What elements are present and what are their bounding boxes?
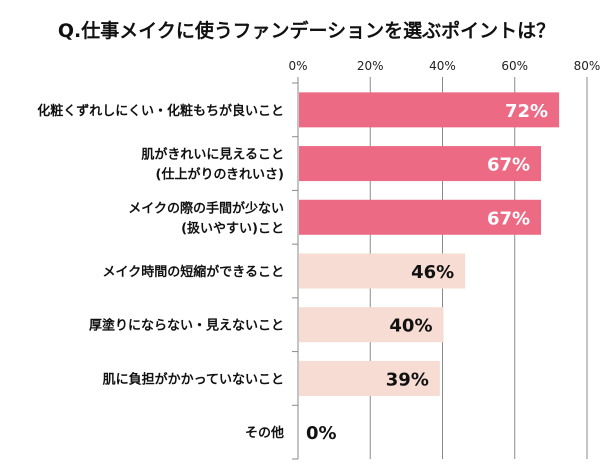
category-label: (扱いやすい)こと — [181, 220, 284, 236]
category-label: (仕上がりのきれいさ) — [156, 167, 285, 183]
x-tick-label: 0% — [288, 59, 307, 73]
data-label: 72% — [505, 101, 548, 122]
data-label: 46% — [411, 262, 454, 283]
category-label: 肌がきれいに見えること — [141, 147, 284, 163]
x-tick-label: 80% — [574, 59, 601, 73]
category-label: メイク時間の短縮ができること — [103, 264, 284, 280]
bar — [299, 360, 440, 396]
bar — [299, 92, 560, 128]
category-label: 化粧くずれしにくい・化粧もちが良いこと — [37, 103, 284, 119]
bar — [299, 307, 444, 343]
x-tick-label: 20% — [357, 59, 384, 73]
category-label: 厚塗りにならない・見えないこと — [89, 318, 284, 334]
data-label: 39% — [386, 369, 429, 390]
bar — [299, 199, 542, 235]
bar — [299, 146, 542, 182]
bar — [299, 253, 466, 289]
category-label: メイクの際の手間が少ない — [128, 200, 284, 216]
data-label: 0% — [306, 423, 337, 444]
x-tick-label: 60% — [501, 59, 528, 73]
data-label: 67% — [487, 208, 530, 229]
data-label: 40% — [389, 316, 432, 337]
category-label: その他 — [245, 425, 284, 441]
chart-title: Q.仕事メイクに使うファンデーションを選ぶポイントは？ — [57, 20, 556, 42]
x-tick-label: 40% — [429, 59, 456, 73]
category-label: 肌に負担がかかっていないこと — [103, 371, 284, 387]
data-label: 67% — [487, 155, 530, 176]
